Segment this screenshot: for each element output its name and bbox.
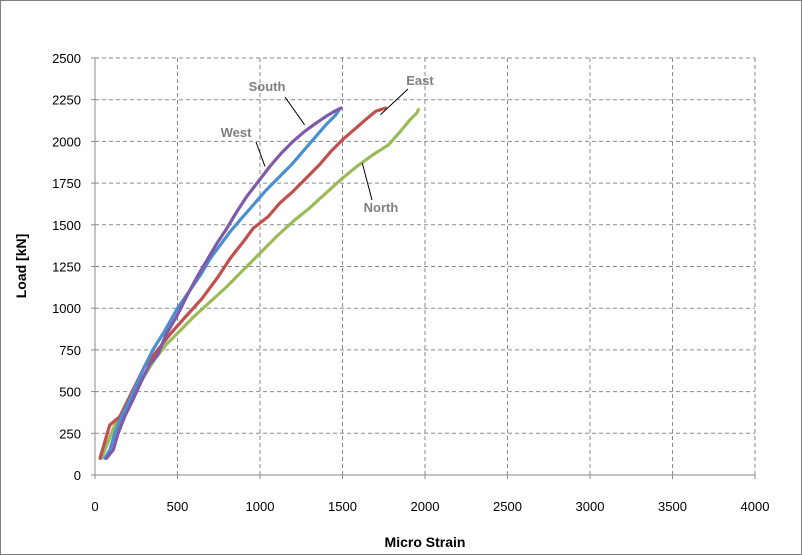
x-tick-label: 2000 [411,499,440,514]
series-label-west: West [221,125,252,140]
y-tick-label: 250 [59,426,81,441]
label-leader-lines [255,88,409,201]
leader-line-south [284,96,305,126]
y-tick-label: 0 [74,468,81,483]
y-tick-labels: 0 250 500 750 1000 1250 1500 1750 2000 2250 2500 [52,51,81,483]
y-axis-title: Load [kN] [13,234,29,299]
series-label-east: East [406,73,434,88]
x-tick-labels: 0 500 1000 1500 2000 2500 3000 3500 4000 [91,499,769,514]
leader-line-north [361,162,373,201]
x-tick-label: 3000 [576,499,605,514]
y-tick-label: 1500 [52,218,81,233]
series-line-west [103,108,341,460]
gridlines [95,57,756,475]
x-tick-label: 1500 [328,499,357,514]
x-tick-label: 3500 [658,499,687,514]
series-label-north: North [364,200,399,215]
x-tick-label: 0 [91,499,98,514]
x-tick-label: 4000 [741,499,770,514]
leader-line-east [380,88,409,116]
y-tick-label: 2500 [52,51,81,66]
x-tick-label: 2500 [493,499,522,514]
y-tick-label: 500 [59,385,81,400]
y-tick-label: 1000 [52,301,81,316]
x-tick-label: 500 [167,499,189,514]
y-tick-label: 1250 [52,260,81,275]
series-group [98,106,420,460]
axes [91,57,756,479]
y-tick-label: 1750 [52,176,81,191]
series-label-south: South [249,79,286,94]
y-tick-label: 750 [59,343,81,358]
x-tick-label: 1000 [246,499,275,514]
y-tick-label: 2250 [52,93,81,108]
leader-line-west [255,141,266,167]
y-tick-label: 2000 [52,134,81,149]
x-axis-title: Micro Strain [385,534,466,550]
series-labels: South West East North [221,73,435,215]
series-line-south [104,106,343,460]
